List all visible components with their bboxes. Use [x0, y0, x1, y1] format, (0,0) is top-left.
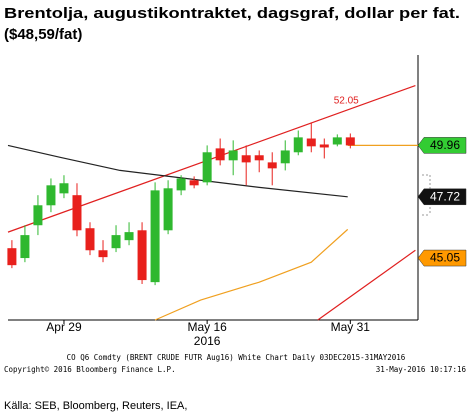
- candle-body: [98, 250, 108, 258]
- price-label-box: [417, 137, 467, 154]
- candle-body: [189, 180, 199, 186]
- candle-body: [306, 138, 316, 147]
- candle-body: [293, 137, 303, 153]
- candle-body: [332, 137, 342, 145]
- candle-body: [46, 185, 56, 206]
- candle-body: [228, 150, 238, 161]
- footer-line: CO Q6 Comdty (BRENT CRUDE FUTR Aug16) Wh…: [67, 353, 406, 362]
- candle-body: [163, 188, 173, 231]
- candle-body: [280, 150, 290, 164]
- price-label: 45.05: [430, 251, 460, 265]
- price-label-box: [417, 188, 467, 206]
- chart-title: Brentolja, augustikontraktet, dagsgraf, …: [4, 5, 460, 22]
- x-tick-label: May 16: [187, 320, 227, 334]
- price-label: 47.72: [430, 189, 460, 203]
- x-sublabel: 2016: [194, 334, 221, 348]
- line: [154, 228, 349, 321]
- candle-body: [150, 190, 160, 283]
- candle-body: [7, 248, 17, 266]
- candle-body: [111, 235, 121, 249]
- x-tick-label: Apr 29: [46, 320, 82, 334]
- x-tick-label: May 31: [331, 320, 371, 334]
- price-label-box: [417, 249, 467, 267]
- channel-label: 52.05: [334, 96, 359, 107]
- source: Källa: SEB, Bloomberg, Reuters, IEA,: [4, 400, 187, 412]
- chart-subtitle: ($48,59/fat): [4, 26, 82, 43]
- candle-body: [72, 195, 82, 231]
- candle-body: [319, 144, 329, 148]
- candle-body: [124, 232, 134, 241]
- candle-body: [202, 152, 212, 183]
- candle-body: [345, 137, 355, 146]
- line: [317, 249, 416, 321]
- candle-body: [176, 178, 186, 191]
- footer-copyright: Copyright© 2016 Bloomberg Finance L.P.: [4, 365, 176, 374]
- price-label: 49.96: [430, 138, 460, 152]
- candle-body: [215, 148, 225, 161]
- candle-body: [254, 155, 264, 161]
- footer-timestamp: 31-May-2016 10:17:16: [376, 365, 467, 374]
- candle-body: [33, 205, 43, 226]
- candle-body: [59, 183, 69, 194]
- candle-body: [241, 155, 251, 163]
- candle-body: [20, 235, 30, 259]
- candle-body: [85, 228, 95, 251]
- candle-body: [137, 230, 147, 281]
- line: [7, 144, 348, 198]
- candle-body: [267, 162, 277, 169]
